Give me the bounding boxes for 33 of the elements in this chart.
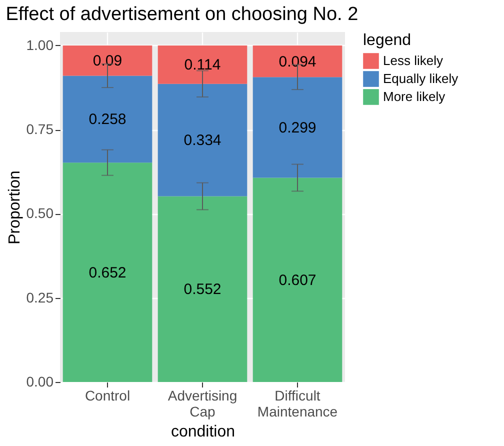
- x-tick-label: Difficult Maintenance: [257, 388, 338, 420]
- x-tick-label: Control: [84, 388, 130, 404]
- data-label: 0.552: [184, 281, 222, 298]
- y-tick-label: 0.00: [26, 374, 54, 390]
- data-label: 0.114: [184, 56, 221, 74]
- data-label: 0.09: [92, 52, 122, 70]
- bar: [252, 77, 342, 178]
- chart-title: Effect of advertisement on choosing No. 2: [6, 4, 358, 25]
- bar: [252, 178, 342, 382]
- data-label: 0.094: [278, 53, 316, 70]
- bar: [62, 76, 152, 163]
- data-label: 0.258: [88, 111, 126, 128]
- y-axis-title: Proportion: [6, 170, 24, 244]
- bar: [158, 84, 248, 196]
- bar: [62, 45, 152, 76]
- data-label: 0.299: [278, 119, 316, 136]
- bar: [158, 196, 248, 382]
- bar: [62, 162, 152, 382]
- legend-label: Equally likely: [383, 71, 459, 86]
- x-axis-title: condition: [170, 424, 236, 440]
- legend-label: More likely: [383, 89, 446, 104]
- data-label: 0.607: [278, 272, 316, 289]
- bar: [252, 45, 342, 78]
- bar: [158, 45, 248, 84]
- legend-title: legend: [363, 32, 412, 49]
- data-label: 0.334: [184, 132, 222, 150]
- data-label: 0.652: [88, 264, 126, 282]
- y-tick-label: 0.25: [26, 289, 54, 306]
- legend-label: Less likely: [383, 53, 444, 68]
- y-tick-label: 0.50: [26, 205, 54, 222]
- x-tick-label: Advertising Cap: [168, 388, 238, 420]
- y-tick-label: 1.00: [26, 36, 54, 53]
- y-tick-label: 0.75: [26, 121, 54, 138]
